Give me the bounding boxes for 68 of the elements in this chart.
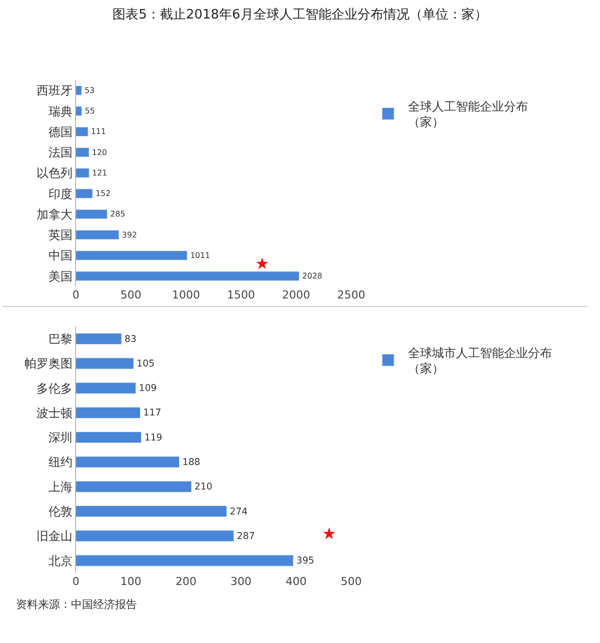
y-tick-label: 波士顿: [36, 406, 72, 420]
x-tick-label: 400: [286, 574, 307, 588]
bar: [76, 230, 120, 240]
x-tick-label: 0: [72, 574, 80, 588]
y-tick-label: 以色列: [36, 166, 72, 180]
y-tick-label: 中国: [48, 248, 72, 263]
x-tick-label: 1000: [172, 288, 200, 302]
legend-label: 全球人工智能企业分布（家）: [408, 100, 528, 130]
data-label: 119: [144, 432, 162, 444]
bar: [76, 480, 192, 492]
x-tick-label: 500: [340, 574, 362, 588]
y-tick-label: 德国: [48, 124, 72, 139]
data-label: 117: [143, 408, 162, 419]
text: 资料来源：中国经济报告: [16, 598, 137, 611]
bar: [76, 456, 180, 468]
y-tick-label: 伦敦: [48, 504, 72, 518]
y-tick-label: 英国: [48, 228, 72, 242]
y-tick-label: 印度: [48, 186, 72, 201]
data-label: 109: [138, 383, 157, 394]
data-label: 83: [124, 334, 136, 345]
data-label: 105: [136, 358, 155, 370]
bar: [76, 250, 188, 260]
bar: [76, 86, 82, 96]
bar: [76, 406, 141, 419]
y-tick-label: 西班牙: [36, 84, 72, 98]
annotation: ★: [322, 524, 336, 543]
y-tick-label: 美国: [48, 269, 72, 284]
annotation: ★: [255, 254, 270, 273]
bar: [76, 126, 88, 137]
y-tick-label: 北京: [48, 554, 72, 568]
y-tick-label: 巴黎: [48, 332, 72, 346]
x-tick-label: 1500: [227, 288, 256, 302]
bar: [76, 271, 300, 281]
data-label: 395: [296, 556, 314, 567]
y-tick-label: 旧金山: [36, 529, 72, 544]
x-tick-label: 2500: [337, 288, 366, 302]
bar: [76, 188, 93, 198]
bar: [76, 382, 136, 394]
y-tick-label: 法国: [48, 146, 72, 160]
y-tick-label: 帕罗奥图: [24, 356, 72, 371]
data-label: 188: [182, 457, 200, 468]
y-tick-label: 深圳: [48, 430, 72, 445]
x-tick-label: 500: [120, 288, 142, 302]
bar: [76, 168, 90, 178]
bar: [76, 530, 234, 542]
x-tick-label: 0: [72, 288, 80, 302]
data-label: 210: [194, 482, 212, 493]
bar: [76, 432, 142, 444]
bar: [76, 554, 294, 566]
bar: [76, 147, 90, 158]
chart-title: 图表5：截止2018年6月全球人工智能企业分布情况（单位：家）: [112, 6, 488, 23]
bar: [76, 358, 134, 370]
x-tick-label: 100: [120, 574, 142, 588]
bar: [76, 506, 227, 518]
y-tick-label: 多伦多: [36, 381, 72, 396]
bar: [76, 333, 122, 345]
legend-label: 全球城市人工智能企业分布（家）: [408, 346, 552, 376]
x-tick-label: 200: [175, 574, 196, 588]
y-tick-label: 上海: [48, 480, 72, 494]
y-tick-label: 纽约: [48, 455, 72, 470]
y-tick-label: 加拿大: [36, 207, 72, 222]
x-tick-label: 300: [230, 574, 252, 588]
data-label: 274: [230, 506, 248, 518]
data-label: 287: [236, 530, 255, 542]
bar: [76, 106, 82, 116]
x-tick-label: 2000: [282, 288, 310, 302]
y-tick-label: 瑞典: [48, 104, 72, 118]
bar: [76, 209, 108, 220]
